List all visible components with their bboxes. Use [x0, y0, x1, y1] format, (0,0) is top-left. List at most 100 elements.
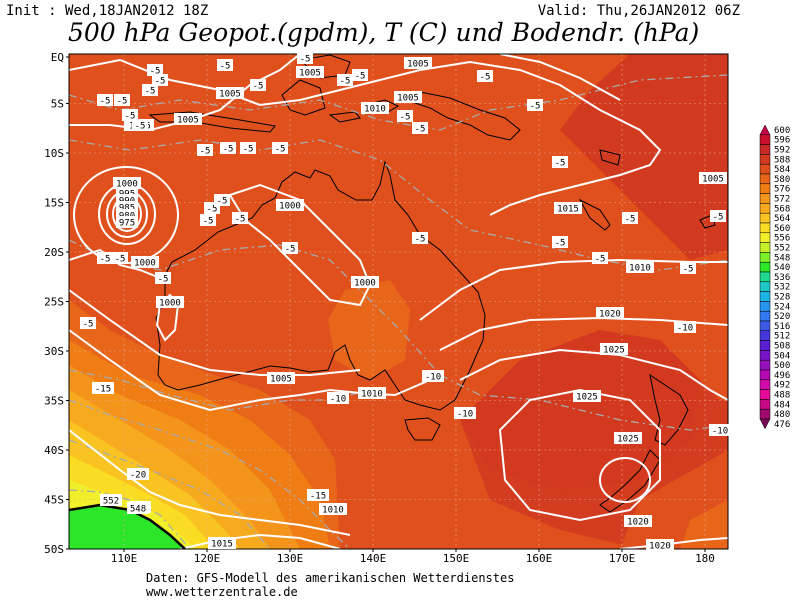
- isotherm-label-bg: [422, 370, 444, 382]
- geopot-contour-label: 552: [103, 497, 119, 507]
- legend-value-label: 488: [774, 391, 790, 401]
- lat-tick-label: 15S: [44, 197, 64, 210]
- legend-value-label: 512: [774, 332, 790, 342]
- legend-swatch: [759, 222, 771, 234]
- isotherm-label: -10: [425, 373, 441, 383]
- temperature-isotherms: [69, 74, 728, 549]
- isotherm-label-bg: [337, 74, 353, 86]
- lon-tick-label: 170E: [609, 552, 636, 565]
- isobar-label: 1015: [557, 205, 579, 215]
- legend-swatch: [759, 212, 771, 224]
- isobar-label: 1005: [219, 90, 241, 100]
- geopot-576-area-south: [680, 500, 728, 549]
- isobar-label: 1005: [299, 69, 321, 79]
- legend-value-label: 484: [774, 400, 790, 410]
- legend-swatch: [759, 369, 771, 381]
- isotherm-label-bg: [240, 142, 256, 154]
- isotherm-label: -5: [115, 255, 126, 265]
- isotherm-label: -5: [135, 122, 146, 132]
- isotherm-label: -5: [150, 67, 161, 77]
- legend-swatch: [759, 340, 771, 351]
- new-caledonia-coastline: [578, 198, 611, 231]
- legend-value-label: 528: [774, 293, 790, 303]
- isotherm-label: -5: [217, 197, 228, 207]
- isobar-label: 1000: [354, 279, 376, 289]
- isobar-label-bg: [216, 87, 244, 99]
- isobar-label-bg: [361, 102, 389, 114]
- isotherm-label: -5: [285, 245, 296, 255]
- legend-swatch: [759, 291, 771, 302]
- fiji-coastline: [699, 214, 716, 229]
- isobar-1025-small: [599, 457, 651, 503]
- legend-swatch: [759, 134, 771, 145]
- isobar-label-bg: [319, 503, 347, 515]
- isotherm-label-bg: [282, 242, 298, 254]
- isotherm-label: -5: [415, 125, 426, 135]
- isobar-label: 1020: [649, 542, 671, 552]
- isobar-label: 1005: [177, 116, 199, 126]
- legend-swatch: [759, 389, 771, 400]
- nz-south-coastline: [599, 449, 661, 513]
- legend-value-label: 536: [774, 273, 790, 283]
- legend-value-label: 568: [774, 204, 790, 214]
- isotherm-label-bg: [527, 99, 543, 111]
- init-time-label: Init : Wed,18JAN2012 18Z: [6, 3, 209, 19]
- isobar-label-bg: [208, 537, 236, 549]
- isobar-label-bg: [573, 390, 601, 402]
- geopotential-fill: [69, 54, 728, 549]
- legend-value-label: 556: [774, 234, 790, 244]
- isotherm-label-bg: [250, 79, 266, 91]
- isobar-label-bg: [624, 515, 652, 527]
- isotherm-label-bg: [680, 262, 696, 274]
- isotherm-label-bg: [454, 407, 476, 419]
- isobar-label-bg: [596, 307, 624, 319]
- isobar-label: 1000: [279, 202, 301, 212]
- geopot-contour-label-bg: [100, 494, 122, 506]
- legend-swatch: [759, 252, 771, 263]
- isotherm-label-bg: [552, 156, 568, 168]
- isotherm-label-bg: [272, 142, 288, 154]
- legend-swatch: [759, 203, 771, 214]
- isotherm-label: -5: [713, 213, 724, 223]
- legend-swatch: [759, 183, 771, 194]
- sulawesi-coastline: [281, 79, 326, 116]
- isotherm-label: -10: [712, 427, 728, 437]
- vanuatu-coastline: [599, 149, 621, 166]
- isobar-label-bg: [131, 256, 159, 268]
- lon-tick-label: 140E: [360, 552, 387, 565]
- lon-tick-label: 120E: [194, 552, 221, 565]
- nz-north-coastline: [649, 373, 689, 446]
- geopot-584-area-northeast: [560, 54, 728, 260]
- legend-value-label: 508: [774, 342, 790, 352]
- legend-value-label: 520: [774, 312, 790, 322]
- isotherm-label-bg: [710, 210, 726, 222]
- isotherm-label-bg: [92, 382, 114, 394]
- isotherm-label: -10: [677, 324, 693, 334]
- lat-tick-label: 10S: [44, 147, 64, 160]
- isotherm-label: -5: [83, 320, 94, 330]
- isotherm-label: -5: [203, 217, 214, 227]
- isotherm-label: -5: [155, 77, 166, 87]
- isotherm-label-bg: [327, 392, 349, 404]
- isotherm-label: -5: [145, 87, 156, 97]
- legend-swatch: [759, 232, 771, 243]
- isotherm-label: -5: [340, 77, 351, 87]
- isobar-label-bg: [156, 296, 184, 308]
- isotherm-label-bg: [552, 236, 568, 248]
- isobar-label: 1005: [407, 60, 429, 70]
- legend-value-label: 552: [774, 244, 790, 254]
- isotherm-label-bg: [152, 74, 168, 86]
- isobar-label: 1025: [576, 393, 598, 403]
- legend-value-label: 576: [774, 185, 790, 195]
- isobar-label-bg: [554, 202, 582, 214]
- isobar-label-bg: [358, 387, 386, 399]
- isotherm-label: -5: [400, 113, 411, 123]
- isotherm-label-bg: [674, 321, 696, 333]
- isobar-label-bg: [614, 432, 642, 444]
- lat-tick-label: 5S: [51, 98, 64, 111]
- isobar-label: 1000: [159, 299, 181, 309]
- isotherm-label-bg: [214, 194, 230, 206]
- legend-swatch: [759, 320, 771, 332]
- isotherm-label: -5: [100, 255, 111, 265]
- isobar-label: 1005: [270, 375, 292, 385]
